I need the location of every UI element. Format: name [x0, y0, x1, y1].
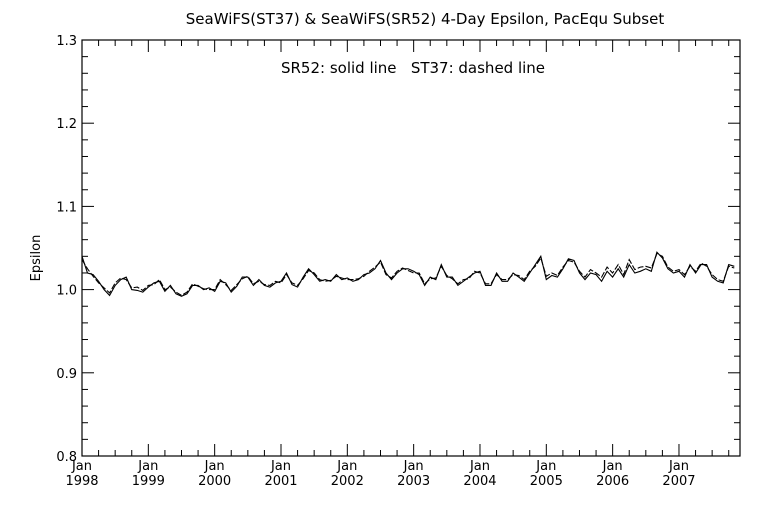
x-tick-label-year: 2000	[198, 474, 231, 489]
y-tick-label: 1.2	[56, 117, 77, 132]
plot-frame	[81, 39, 741, 457]
x-tick-label-month: Jan	[270, 459, 291, 474]
x-tick-label-month: Jan	[204, 459, 225, 474]
x-tick-label-year: 2001	[264, 474, 297, 489]
x-tick-label-year: 1999	[132, 474, 165, 489]
x-tick-label-month: Jan	[71, 459, 92, 474]
x-tick-label-month: Jan	[336, 459, 357, 474]
x-tick-label-month: Jan	[469, 459, 490, 474]
x-tick-label-year: 2002	[331, 474, 364, 489]
x-tick-label-year: 2003	[397, 474, 430, 489]
x-tick-label-year: 1998	[65, 474, 98, 489]
x-tick-label-month: Jan	[602, 459, 623, 474]
y-tick-label: 1.0	[56, 284, 77, 299]
x-tick-label-year: 2004	[463, 474, 496, 489]
series-line-st37	[81, 253, 735, 297]
y-axis-label: Epsilon	[29, 235, 44, 282]
x-tick-label-year: 2005	[530, 474, 563, 489]
x-tick-label-month: Jan	[668, 459, 689, 474]
x-tick-label-month: Jan	[403, 459, 424, 474]
y-tick-label: 1.3	[56, 34, 77, 49]
y-tick-label: 0.8	[56, 450, 77, 465]
y-tick-label: 0.9	[56, 367, 77, 382]
x-tick-label-month: Jan	[137, 459, 158, 474]
x-tick-label-year: 2007	[662, 474, 695, 489]
chart-title: SeaWiFS(ST37) & SeaWiFS(SR52) 4-Day Epsi…	[186, 10, 665, 28]
x-tick-label-month: Jan	[535, 459, 556, 474]
y-tick-label: 1.1	[56, 200, 77, 215]
legend-annotation: SR52: solid line ST37: dashed line	[281, 59, 545, 77]
series-line-sr52	[81, 251, 735, 297]
x-tick-label-year: 2006	[596, 474, 629, 489]
